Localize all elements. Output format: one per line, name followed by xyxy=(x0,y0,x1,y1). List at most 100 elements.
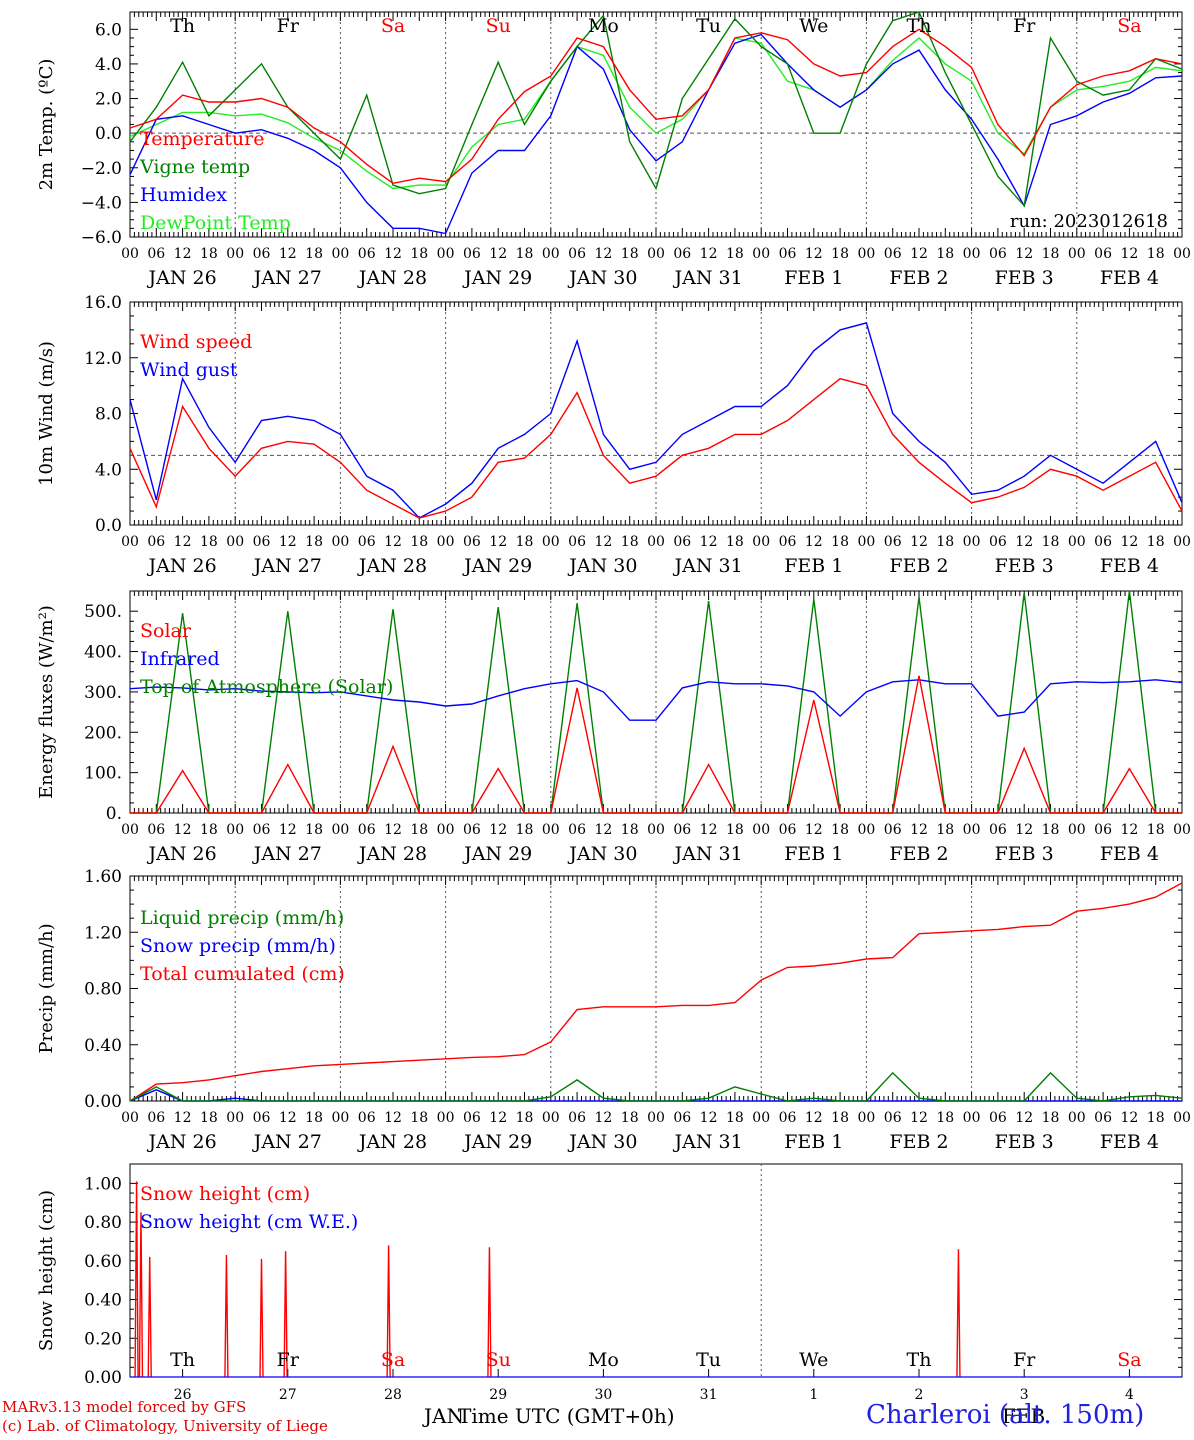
hour-tick-label: 12 xyxy=(174,1110,192,1126)
hour-tick-label: 18 xyxy=(831,246,849,262)
date-label: FEB 4 xyxy=(1100,843,1159,865)
legend-entry: DewPoint Temp xyxy=(140,212,291,234)
date-label: JAN 31 xyxy=(673,555,743,577)
hour-tick-label: 06 xyxy=(779,534,797,550)
hour-tick-label: 18 xyxy=(621,246,639,262)
y-tick-label: 0.0 xyxy=(95,124,122,144)
hour-tick-label: 00 xyxy=(1068,246,1086,262)
date-label: FEB 2 xyxy=(889,1131,948,1153)
snow-spike xyxy=(224,1255,229,1378)
model-credit: MARv3.13 model forced by GFS (c) Lab. of… xyxy=(2,1398,328,1436)
hour-tick-label: 06 xyxy=(1094,1110,1112,1126)
hour-tick-label: 12 xyxy=(805,1110,823,1126)
hour-tick-label: 00 xyxy=(542,822,560,838)
hour-tick-label: 12 xyxy=(805,246,823,262)
hour-tick-label: 18 xyxy=(1042,246,1060,262)
hour-tick-label: 06 xyxy=(1094,246,1112,262)
weekday-label: We xyxy=(799,15,828,37)
hour-tick-label: 12 xyxy=(805,822,823,838)
date-label: FEB 1 xyxy=(784,1131,843,1153)
legend-entry: Snow precip (mm/h) xyxy=(140,935,336,957)
hour-tick-label: 12 xyxy=(1015,822,1033,838)
hour-tick-label: 06 xyxy=(358,1110,376,1126)
hour-tick-label: 06 xyxy=(884,1110,902,1126)
date-label: JAN 29 xyxy=(462,555,532,577)
legend-entry: Wind speed xyxy=(140,331,252,353)
hour-tick-label: 00 xyxy=(647,534,665,550)
hour-tick-label: 12 xyxy=(910,1110,928,1126)
weekday-label: Sa xyxy=(381,1349,405,1371)
legend-entry: Temperature xyxy=(140,128,264,150)
legend-entry: Infrared xyxy=(140,648,220,670)
hour-tick-label: 12 xyxy=(594,246,612,262)
hour-tick-label: 00 xyxy=(963,534,981,550)
date-label: JAN 30 xyxy=(567,555,637,577)
hour-tick-label: 00 xyxy=(857,1110,875,1126)
date-label: FEB 2 xyxy=(889,267,948,289)
hour-tick-label: 06 xyxy=(673,822,691,838)
hour-tick-label: 18 xyxy=(516,822,534,838)
hour-tick-label: 12 xyxy=(384,1110,402,1126)
hour-tick-label: 12 xyxy=(1015,534,1033,550)
y-tick-label: 1.60 xyxy=(84,867,122,887)
hour-tick-label: 18 xyxy=(936,246,954,262)
date-label: FEB 1 xyxy=(784,843,843,865)
hour-tick-label: 18 xyxy=(1042,822,1060,838)
day-number: 28 xyxy=(384,1387,402,1403)
legend-entry: Top of Atmosphere (Solar) xyxy=(140,676,393,698)
hour-tick-label: 06 xyxy=(358,534,376,550)
hour-tick-label: 00 xyxy=(963,822,981,838)
hour-tick-label: 12 xyxy=(1015,1110,1033,1126)
day-number: 30 xyxy=(594,1387,612,1403)
hour-tick-label: 12 xyxy=(594,822,612,838)
hour-tick-label: 00 xyxy=(752,1110,770,1126)
credit-line-1: MARv3.13 model forced by GFS xyxy=(2,1398,247,1416)
y-tick-label: 0.60 xyxy=(84,1252,122,1272)
weekday-label: Fr xyxy=(277,15,300,37)
hour-tick-label: 12 xyxy=(910,822,928,838)
legend-entry: Snow height (cm W.E.) xyxy=(140,1211,358,1233)
hour-tick-label: 12 xyxy=(594,1110,612,1126)
hour-tick-label: 06 xyxy=(253,534,271,550)
hour-tick-label: 12 xyxy=(279,822,297,838)
hour-tick-label: 12 xyxy=(489,1110,507,1126)
series-line-liquid-precip-mm-h- xyxy=(129,1071,1183,1102)
hour-tick-label: 00 xyxy=(1173,822,1191,838)
hour-tick-label: 00 xyxy=(437,534,455,550)
hour-tick-label: 00 xyxy=(121,822,139,838)
weekday-label: Th xyxy=(170,15,195,37)
y-tick-label: 0.0 xyxy=(95,516,122,536)
snow-spike xyxy=(147,1256,152,1378)
y-tick-label: 100. xyxy=(84,764,122,784)
y-tick-label: 0.20 xyxy=(84,1329,122,1349)
date-label: JAN 30 xyxy=(567,267,637,289)
hour-tick-label: 00 xyxy=(752,822,770,838)
hour-tick-label: 12 xyxy=(700,534,718,550)
date-label: FEB 3 xyxy=(995,267,1054,289)
date-label: JAN 26 xyxy=(147,843,217,865)
hour-tick-label: 00 xyxy=(1173,246,1191,262)
series-line-solar xyxy=(130,675,1182,814)
hour-tick-label: 00 xyxy=(331,822,349,838)
hour-tick-label: 12 xyxy=(700,1110,718,1126)
y-tick-label: 4.0 xyxy=(95,55,122,75)
date-label: JAN 31 xyxy=(673,267,743,289)
hour-tick-label: 06 xyxy=(253,822,271,838)
hour-tick-label: 18 xyxy=(1042,1110,1060,1126)
hour-tick-label: 06 xyxy=(463,1110,481,1126)
hour-tick-label: 00 xyxy=(121,534,139,550)
hour-tick-label: 18 xyxy=(305,246,323,262)
y-tick-label: 200. xyxy=(84,723,122,743)
hour-tick-label: 00 xyxy=(226,822,244,838)
hour-tick-label: 06 xyxy=(147,246,165,262)
hour-tick-label: 12 xyxy=(910,246,928,262)
hour-tick-label: 18 xyxy=(1147,534,1165,550)
y-tick-label: 500. xyxy=(84,602,122,622)
y-axis-label: Energy fluxes (W/m²) xyxy=(36,605,57,799)
y-axis-label: Precip (mm/h) xyxy=(36,923,57,1053)
hour-tick-label: 06 xyxy=(779,246,797,262)
y-tick-label: 4.0 xyxy=(95,460,122,480)
hour-tick-label: 06 xyxy=(147,1110,165,1126)
panel-precip xyxy=(129,875,1183,1102)
hour-tick-label: 00 xyxy=(437,246,455,262)
